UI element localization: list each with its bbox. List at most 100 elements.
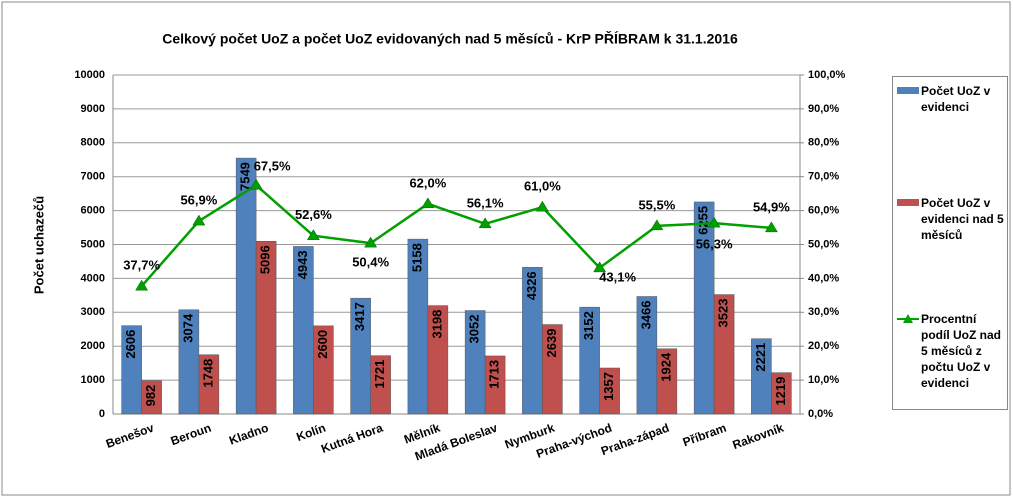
bar [427,305,449,415]
legend: Počet UoZ v evidenci Počet UoZ v evidenc… [892,76,1008,410]
marker [707,216,721,228]
marker [249,178,263,190]
bar-label: 1713 [487,360,502,389]
y2-tick-label: 50,0% [808,238,839,250]
x-tick-label: Kutná Hora [319,421,385,456]
bar-label: 3198 [429,310,444,339]
bar-label: 2221 [753,343,768,372]
data-label: 56,1% [467,195,504,210]
bar-label: 5096 [258,245,273,274]
y2-tick-label: 30,0% [808,306,839,318]
bar-label: 3152 [581,311,596,340]
legend-label: Počet UoZ v evidenci [921,84,991,114]
data-label: 37,7% [123,258,160,273]
bar [121,325,142,415]
y2-tick-label: 10,0% [808,374,839,386]
bar-label: 3074 [180,313,195,343]
x-tick-label: Rakovník [731,421,786,453]
y2-tick-label: 90,0% [808,103,839,115]
legend-item: Procentní podíl UoZ nad 5 měsíců z počtu… [897,311,1007,391]
y-tick-label: 5000 [81,238,105,250]
bar-label: 3052 [467,315,482,344]
y-tick-label: 3000 [81,306,105,318]
marker [535,200,549,212]
legend-swatch [897,199,919,206]
bar [313,325,334,415]
marker [364,236,378,248]
legend-item: Počet UoZ v evidenci nad 5 měsíců [897,195,1007,243]
line [140,183,772,288]
x-tick-label: Benešov [104,421,156,451]
bar [370,355,391,415]
data-label: 56,3% [696,237,733,252]
data-label: 50,4% [352,255,389,270]
bar-label: 5158 [409,243,424,272]
y-tick-label: 6000 [81,205,105,217]
bar [141,380,162,415]
y2-tick-label: 80,0% [808,137,839,149]
bar [713,294,735,415]
bar-label: 1721 [372,360,387,389]
bar [656,348,678,415]
bar-label: 982 [143,385,158,407]
bar [484,355,506,415]
marker [764,221,778,233]
y2-tick-label: 70,0% [808,171,839,183]
chart-title: Celkový počet UoZ a počet UoZ evidovanýc… [162,30,738,47]
x-tick-label: Kladno [227,421,270,448]
bar [255,240,277,415]
legend-swatch [897,87,919,94]
data-label: 61,0% [524,179,561,194]
bar [542,324,563,415]
data-label: 43,1% [599,269,636,284]
marker [192,214,206,226]
legend-label: Počet UoZ v evidenci nad 5 měsíců [921,196,1004,242]
y-tick-label: 9000 [81,103,105,115]
y2-tick-label: 100,0% [808,69,846,81]
y-tick-label: 1000 [81,374,105,386]
x-tick-label: Beroun [169,421,213,449]
y2-tick-label: 0,0% [808,408,833,420]
bar-label: 3466 [638,301,653,330]
legend-swatch [897,314,919,323]
bar-label: 4326 [524,271,539,300]
y2-tick-label: 20,0% [808,340,839,352]
x-tick-label: Příbram [681,421,728,450]
bar-label: 2600 [315,330,330,359]
bar-label: 3523 [716,299,731,328]
bar-label: 7549 [238,162,253,191]
marker [421,197,435,209]
bar-label: 2606 [123,330,138,359]
bar-label: 4943 [295,250,310,279]
data-label: 52,6% [295,207,332,222]
legend-label: Procentní podíl UoZ nad 5 měsíců z počtu… [921,312,1001,390]
bar [771,372,792,415]
bar [579,306,600,415]
bar [599,367,620,415]
legend-item: Počet UoZ v evidenci [897,83,1007,115]
marker [593,261,607,273]
bar-label: 1748 [200,359,215,388]
data-label: 54,9% [753,199,790,214]
data-label: 67,5% [254,159,291,174]
y-tick-label: 2000 [81,340,105,352]
bar-label: 3417 [352,302,367,331]
y-tick-label: 0 [99,408,105,420]
bar-label: 1924 [658,352,673,382]
marker [306,229,320,240]
y-tick-label: 8000 [81,137,105,149]
data-label: 62,0% [409,175,446,190]
y-tick-label: 4000 [81,272,105,284]
y-tick-label: 10000 [74,69,105,81]
data-label: 56,9% [180,193,217,208]
marker [478,217,492,229]
marker [650,219,664,231]
bar-label: 6255 [696,206,711,235]
bar-label: 1357 [601,372,616,401]
data-label: 55,5% [638,197,675,212]
bar-label: 2639 [544,329,559,358]
y-axis-label: Počet uchazečů [31,196,46,294]
